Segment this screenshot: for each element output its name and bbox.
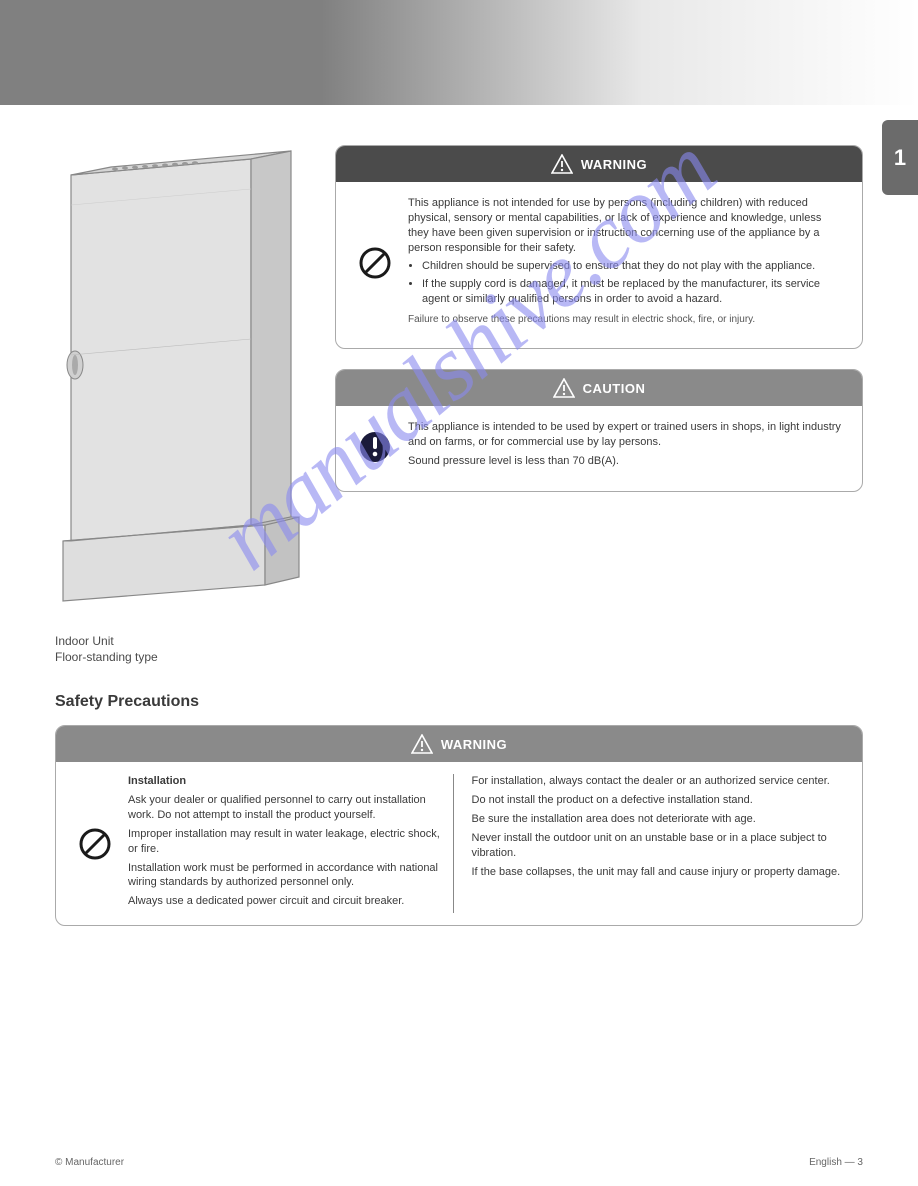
warning-bullets: Children should be supervised to ensure … xyxy=(408,259,844,307)
warning2-left-line: Always use a dedicated power circuit and… xyxy=(128,894,447,909)
warning-triangle-icon xyxy=(551,154,573,174)
product-illustration-block: Indoor Unit Floor-standing type xyxy=(55,145,310,665)
indoor-unit-drawing xyxy=(55,145,310,615)
product-description: Indoor Unit Floor-standing type xyxy=(55,633,310,665)
product-desc-line2: Floor-standing type xyxy=(55,649,310,665)
caution-line1: This appliance is intended to be used by… xyxy=(408,420,844,450)
page-footer: © Manufacturer English — 3 xyxy=(55,1157,863,1168)
warning-note: Failure to observe these precautions may… xyxy=(408,313,844,327)
product-illustration xyxy=(55,145,310,615)
product-desc-line1: Indoor Unit xyxy=(55,633,310,649)
footer-left: © Manufacturer xyxy=(55,1157,124,1168)
warning-notice-1: WARNING This appliance is not intended f… xyxy=(335,145,863,349)
right-column: WARNING This appliance is not intended f… xyxy=(335,145,863,665)
prohibition-icon xyxy=(358,246,392,280)
mandatory-icon-col xyxy=(354,420,396,473)
warning2-right-line: Do not install the product on a defectiv… xyxy=(472,793,845,808)
top-row: Indoor Unit Floor-standing type WARNING xyxy=(55,145,863,665)
caution-triangle-icon xyxy=(553,378,575,398)
caution-notice: CAUTION This appliance is intended to be… xyxy=(335,369,863,492)
warning2-right-col: For installation, always contact the dea… xyxy=(453,774,845,913)
page-content: Indoor Unit Floor-standing type WARNING xyxy=(0,105,918,956)
caution-body: This appliance is intended to be used by… xyxy=(336,406,862,491)
warning2-right-text: For installation, always contact the dea… xyxy=(472,774,845,913)
caution-label: CAUTION xyxy=(583,381,646,396)
warning2-columns: Installation Ask your dealer or qualifie… xyxy=(74,774,844,913)
mandatory-exclamation-icon xyxy=(358,430,392,464)
warning2-left-line: Improper installation may result in wate… xyxy=(128,827,447,857)
footer-right: English — 3 xyxy=(809,1157,863,1168)
header-gradient-bar xyxy=(0,0,918,105)
warning-header: WARNING xyxy=(336,146,862,182)
warning2-right-line: For installation, always contact the dea… xyxy=(472,774,845,789)
warning-label: WARNING xyxy=(581,157,647,172)
warning2-left-col: Installation Ask your dealer or qualifie… xyxy=(74,774,447,913)
warning2-header: WARNING xyxy=(56,726,862,762)
warning-body: This appliance is not intended for use b… xyxy=(336,182,862,348)
caution-header: CAUTION xyxy=(336,370,862,406)
warning2-right-line: If the base collapses, the unit may fall… xyxy=(472,865,845,880)
warning-notice-2: WARNING Installation Ask your dealer or … xyxy=(55,725,863,926)
warning-intro: This appliance is not intended for use b… xyxy=(408,196,844,255)
caution-line2: Sound pressure level is less than 70 dB(… xyxy=(408,454,844,469)
warning2-left-line: Ask your dealer or qualified personnel t… xyxy=(128,793,447,823)
warning2-left-line: Installation work must be performed in a… xyxy=(128,861,447,891)
caution-text: This appliance is intended to be used by… xyxy=(408,420,844,473)
warning2-right-line: Be sure the installation area does not d… xyxy=(472,812,845,827)
warning-text: This appliance is not intended for use b… xyxy=(408,196,844,330)
prohibition-icon xyxy=(78,827,112,861)
warning2-label: WARNING xyxy=(441,737,507,752)
warning-bullet: If the supply cord is damaged, it must b… xyxy=(422,277,844,307)
warning2-left-heading: Installation xyxy=(128,774,447,789)
warning2-right-line: Never install the outdoor unit on an uns… xyxy=(472,831,845,861)
warning2-left-text: Installation Ask your dealer or qualifie… xyxy=(128,774,447,913)
warning-triangle-icon xyxy=(411,734,433,754)
prohibition-icon-col xyxy=(74,774,116,913)
section-title: Safety Precautions xyxy=(55,693,863,711)
warning-bullet: Children should be supervised to ensure … xyxy=(422,259,844,274)
prohibition-icon-col xyxy=(354,196,396,330)
warning2-body: Installation Ask your dealer or qualifie… xyxy=(56,762,862,925)
